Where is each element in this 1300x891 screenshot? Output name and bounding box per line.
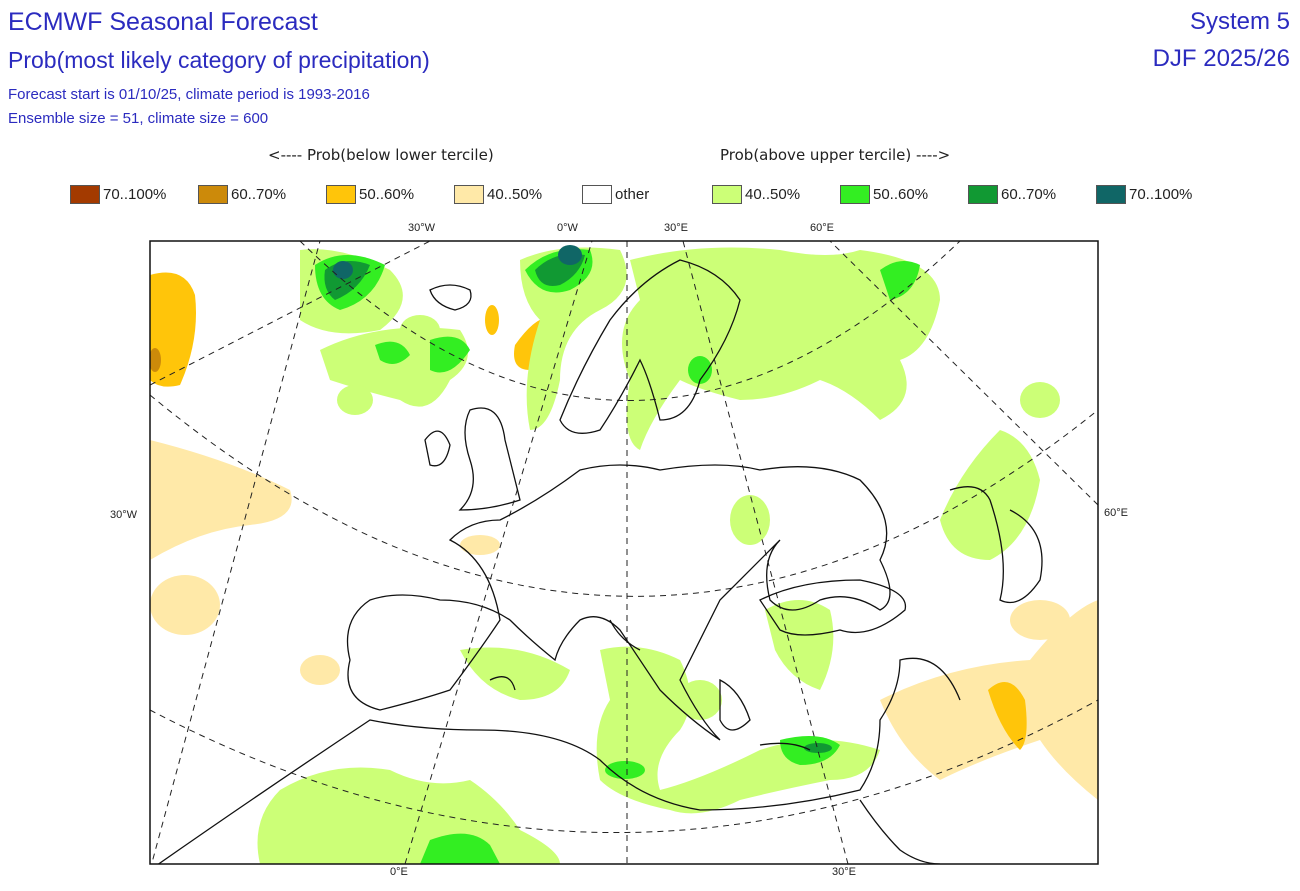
above-40-50-areas — [257, 247, 1060, 864]
season-label: DJF 2025/26 — [1152, 45, 1290, 72]
legend-label: 40..50% — [745, 186, 801, 203]
legend-swatch — [70, 185, 100, 204]
legend-label: 60..70% — [231, 186, 287, 203]
legend-below-heading: <---- Prob(below lower tercile) — [268, 146, 494, 164]
legend-item: 70..100% — [70, 185, 198, 204]
legend-item: 60..70% — [198, 185, 326, 204]
legend-label: 70..100% — [1129, 186, 1193, 203]
above-70-100-area — [558, 245, 582, 265]
legend-label: other — [615, 186, 650, 203]
legend: 70..100% 60..70% 50..60% 40..50% other 40..50… — [70, 185, 1224, 204]
legend-label: 70..100% — [103, 186, 167, 203]
graticule — [150, 241, 1098, 864]
top-lon-label: 60°E — [810, 222, 834, 234]
legend-item: 40..50% — [712, 185, 840, 204]
ensemble-info: Ensemble size = 51, climate size = 600 — [8, 110, 269, 127]
legend-swatch — [1096, 185, 1126, 204]
bottom-lon-label: 30°E — [832, 866, 856, 878]
legend-above-heading: Prob(above upper tercile) ----> — [720, 146, 951, 164]
legend-swatch — [454, 185, 484, 204]
legend-item: 60..70% — [968, 185, 1096, 204]
page-title: ECMWF Seasonal Forecast — [8, 8, 318, 36]
legend-label: 50..60% — [359, 186, 415, 203]
map-subtitle: Prob(most likely category of precipitati… — [8, 47, 430, 73]
legend-swatch — [968, 185, 998, 204]
legend-label: 50..60% — [873, 186, 929, 203]
right-lon-label: 60°E — [1104, 507, 1128, 519]
legend-swatch — [712, 185, 742, 204]
system-label: System 5 — [1189, 8, 1290, 35]
below-40-50-areas — [150, 440, 1098, 800]
legend-swatch — [198, 185, 228, 204]
legend-swatch — [840, 185, 870, 204]
legend-item: 70..100% — [1096, 185, 1224, 204]
legend-item: 40..50% — [454, 185, 582, 204]
legend-swatch — [582, 185, 612, 204]
legend-label: 60..70% — [1001, 186, 1057, 203]
legend-swatch — [326, 185, 356, 204]
map-frame — [149, 240, 1099, 865]
top-lon-label: 30°E — [664, 222, 688, 234]
top-lon-label: 0°W — [557, 222, 578, 234]
coastlines — [157, 259, 1043, 864]
below-60-70-area — [150, 348, 161, 372]
bottom-lon-label: 0°E — [390, 866, 408, 878]
legend-item: 50..60% — [840, 185, 968, 204]
legend-item: other — [582, 185, 712, 204]
legend-item: 50..60% — [326, 185, 454, 204]
legend-label: 40..50% — [487, 186, 543, 203]
forecast-info: Forecast start is 01/10/25, climate peri… — [8, 86, 370, 103]
top-lon-label: 30°W — [408, 222, 436, 234]
left-lon-label: 30°W — [110, 509, 138, 521]
